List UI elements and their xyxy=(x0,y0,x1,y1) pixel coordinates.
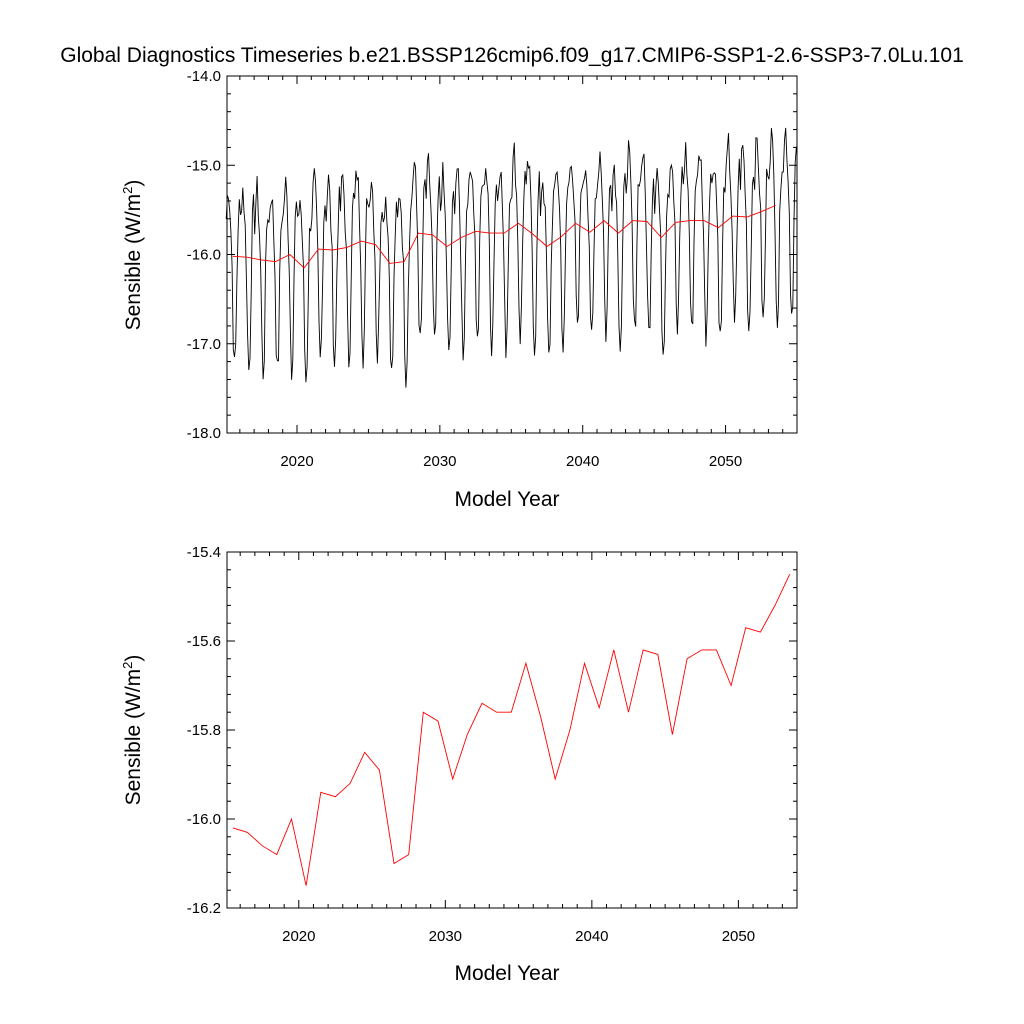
y-tick-label: -15.4 xyxy=(187,544,221,561)
y-axis-label-end: ) xyxy=(122,180,145,187)
y-axis-label-main: Sensible (W/m xyxy=(122,194,145,331)
y-axis-label: Sensible (W/m2) xyxy=(120,180,145,331)
y-axis-label-sup: 2 xyxy=(120,187,135,194)
y-tick-label: -15.6 xyxy=(187,633,221,650)
annual-mean-series-line xyxy=(232,574,791,886)
x-tick-label: 2030 xyxy=(429,928,462,945)
y-axis-label-end: ) xyxy=(122,655,145,662)
x-tick-label: 2050 xyxy=(722,928,755,945)
y-tick-label: -14.0 xyxy=(187,68,221,85)
x-axis-label: Model Year xyxy=(454,488,559,511)
bottom-panel: 2020 2030 2040 2050 -16.2 -16.0 -15.8 -15.6 -15.… xyxy=(120,544,798,985)
x-tick-label: 2040 xyxy=(575,928,608,945)
annual-mean-series-line xyxy=(232,204,776,269)
x-tick-label: 2020 xyxy=(282,928,315,945)
y-axis-label-sup: 2 xyxy=(120,662,135,669)
y-axis-label: Sensible (W/m2) xyxy=(120,655,145,806)
x-axis-label: Model Year xyxy=(454,962,559,985)
top-panel: 2020 2030 2040 2050 -18.0 -17.0 -16.0 -15.0 -14.… xyxy=(120,68,798,511)
y-tick-label: -17.0 xyxy=(187,336,221,353)
monthly-series-line xyxy=(225,127,797,388)
plot-frame xyxy=(226,551,798,909)
y-tick-label: -15.8 xyxy=(187,722,221,739)
y-tick-label: -18.0 xyxy=(187,425,221,442)
x-tick-label: 2030 xyxy=(423,453,456,470)
x-tick-label: 2040 xyxy=(566,453,599,470)
y-tick-label: -16.2 xyxy=(187,900,221,917)
x-tick-label: 2050 xyxy=(709,453,742,470)
y-axis-label-main: Sensible (W/m xyxy=(122,669,145,806)
y-tick-label: -15.0 xyxy=(187,157,221,174)
figure-title: Global Diagnostics Timeseries b.e21.BSSP… xyxy=(60,44,964,67)
plot-frame xyxy=(226,75,798,434)
x-tick-label: 2020 xyxy=(280,453,313,470)
y-tick-label: -16.0 xyxy=(187,247,221,264)
y-tick-label: -16.0 xyxy=(187,811,221,828)
